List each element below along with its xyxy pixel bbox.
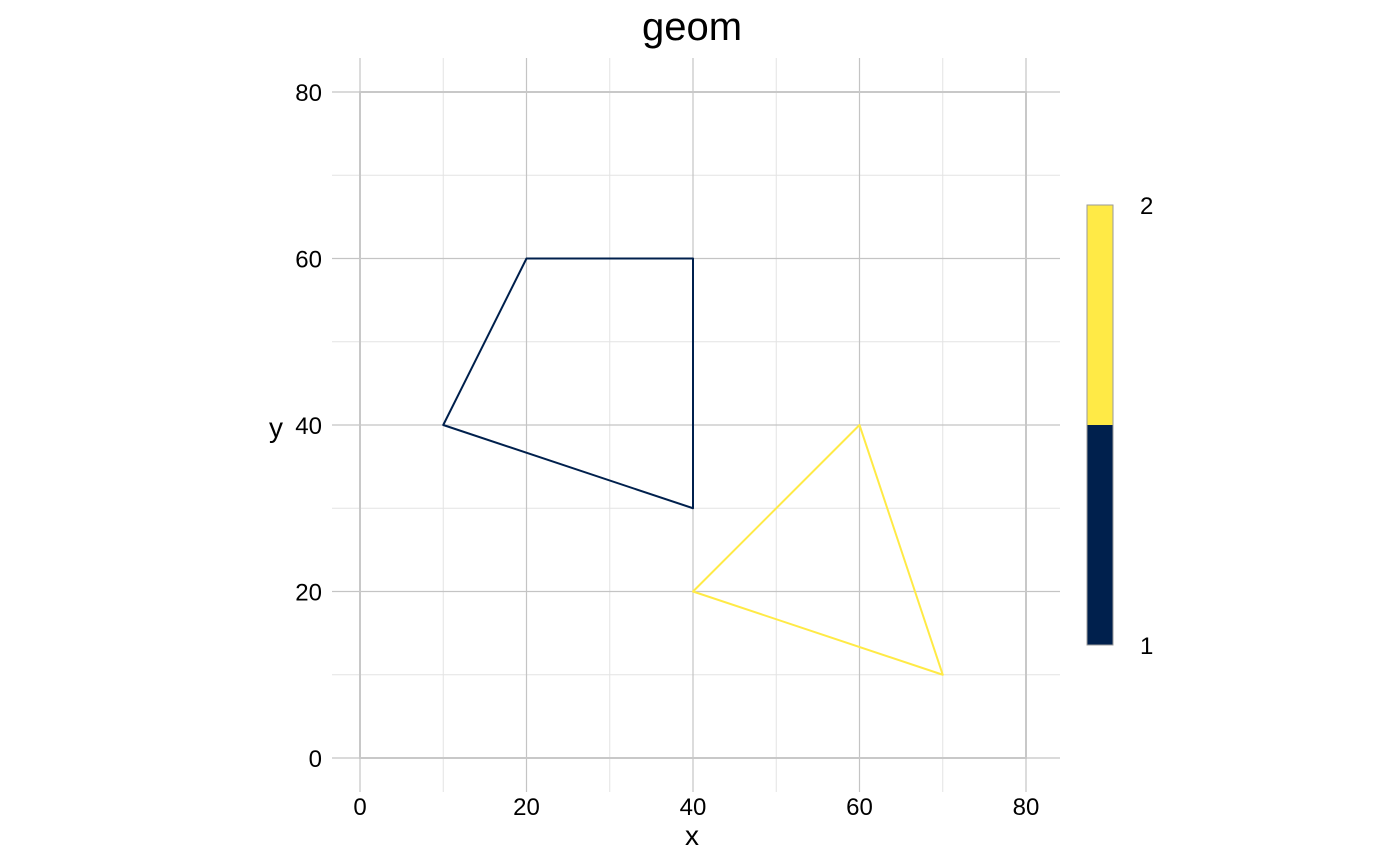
data-extent-frame <box>359 91 1027 759</box>
legend-frame <box>1086 204 1114 646</box>
x-tick-label: 80 <box>1013 794 1040 821</box>
polygon-1 <box>442 257 694 510</box>
legend-swatch-1 <box>1087 425 1113 645</box>
y-axis-label: y <box>269 412 283 443</box>
polygon-layer <box>442 257 944 676</box>
y-tick-label: 20 <box>295 580 322 607</box>
y-axis-ticks: 0 20 40 60 80 <box>295 80 322 773</box>
x-tick-label: 20 <box>513 794 540 821</box>
y-tick-label: 60 <box>295 247 322 274</box>
legend-swatch-2 <box>1087 205 1113 425</box>
x-tick-label: 0 <box>353 794 366 821</box>
chart-title: geom <box>642 5 742 49</box>
legend-label: 1 <box>1140 633 1153 660</box>
y-tick-label: 80 <box>295 80 322 107</box>
x-tick-label: 60 <box>846 794 873 821</box>
x-axis-label: x <box>685 820 699 851</box>
major-gridlines <box>332 58 1060 792</box>
x-axis-ticks: 0 20 40 60 80 <box>353 794 1039 821</box>
legend-colorbar: 12 <box>1086 193 1153 660</box>
x-tick-label: 40 <box>680 794 707 821</box>
y-tick-label: 0 <box>309 746 322 773</box>
polygon-2 <box>692 424 944 676</box>
y-tick-label: 40 <box>295 413 322 440</box>
legend-label: 2 <box>1140 193 1153 220</box>
